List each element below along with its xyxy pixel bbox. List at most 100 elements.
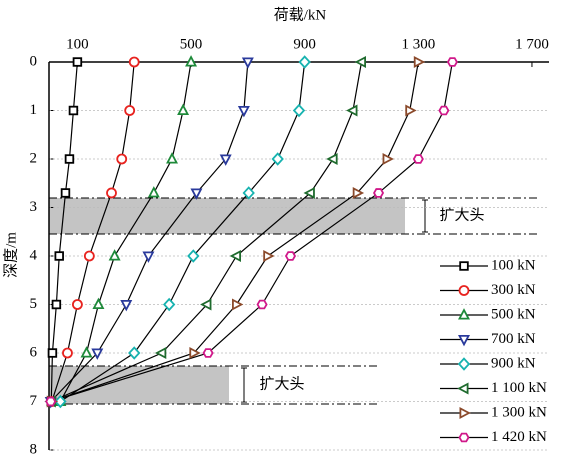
- legend-marker: [458, 308, 470, 320]
- y-axis-title: 深度/m: [2, 232, 19, 278]
- marker: [120, 299, 133, 312]
- marker: [72, 57, 83, 67]
- marker: [154, 347, 167, 359]
- marker: [446, 57, 458, 67]
- marker: [189, 347, 201, 359]
- marker: [412, 154, 424, 164]
- x-tick-label: 500: [180, 36, 203, 52]
- marker: [83, 250, 95, 262]
- y-tick-label: 1: [30, 102, 38, 118]
- marker: [92, 297, 105, 310]
- bracket: [422, 199, 428, 233]
- legend-label: 300 kN: [491, 282, 536, 298]
- marker: [354, 56, 367, 68]
- marker: [298, 55, 311, 69]
- marker: [128, 56, 140, 68]
- x-tick-label: 1 700: [515, 36, 549, 52]
- marker: [405, 104, 417, 117]
- y-tick-label: 6: [30, 344, 38, 360]
- y-tick-label: 0: [30, 53, 38, 69]
- legend-marker: [457, 357, 471, 371]
- series-line: [50, 61, 453, 403]
- marker: [62, 347, 73, 359]
- x-tick-label: 900: [293, 36, 316, 52]
- marker: [352, 186, 365, 199]
- legend-marker: [458, 285, 470, 296]
- legend-label: 1 100 kN: [491, 380, 547, 396]
- legend-label: 700 kN: [491, 331, 536, 347]
- legend-label: 500 kN: [491, 306, 536, 322]
- marker: [177, 103, 190, 115]
- legend-label: 100 kN: [491, 257, 536, 273]
- marker: [187, 249, 200, 263]
- marker: [373, 188, 385, 198]
- marker: [124, 105, 136, 116]
- marker: [382, 153, 394, 165]
- series-line: [60, 61, 306, 403]
- y-tick-label: 5: [30, 296, 38, 312]
- annotation: 扩大头: [439, 206, 484, 223]
- y-tick-label: 4: [30, 247, 38, 263]
- legend-marker: [459, 261, 469, 271]
- y-tick-label: 7: [30, 393, 38, 409]
- marker: [54, 394, 67, 409]
- marker: [91, 348, 104, 360]
- x-axis-title: 荷载/kN: [274, 6, 327, 23]
- enlarged-head-zone: [49, 198, 405, 234]
- marker: [219, 154, 232, 166]
- series-line: [51, 61, 135, 402]
- marker: [292, 103, 306, 118]
- x-tick-label: 100: [66, 36, 89, 52]
- marker: [413, 56, 426, 68]
- series-line: [51, 61, 363, 403]
- legend-label: 1 420 kN: [491, 429, 547, 445]
- y-tick-label: 2: [30, 150, 38, 166]
- marker: [80, 346, 93, 358]
- marker: [200, 298, 212, 311]
- legend-marker: [457, 382, 469, 395]
- marker: [45, 396, 57, 407]
- y-tick-label: 8: [30, 441, 38, 457]
- legend-marker: [459, 407, 471, 419]
- annotation: 扩大头: [259, 375, 304, 392]
- marker: [166, 152, 179, 164]
- marker: [142, 251, 155, 263]
- marker: [271, 152, 284, 166]
- marker: [237, 106, 250, 118]
- marker: [326, 153, 338, 165]
- legend-label: 900 kN: [491, 355, 536, 371]
- marker: [284, 251, 297, 261]
- marker: [438, 105, 450, 116]
- marker: [185, 55, 198, 67]
- marker: [60, 188, 71, 198]
- series-line: [50, 61, 249, 402]
- marker: [256, 299, 268, 310]
- marker: [162, 297, 176, 312]
- marker: [231, 298, 244, 311]
- legend-label: 1 300 kN: [491, 404, 547, 420]
- legend-marker: [458, 334, 470, 347]
- marker: [242, 186, 255, 200]
- marker: [64, 154, 75, 164]
- bracket: [241, 367, 247, 403]
- marker: [47, 348, 58, 358]
- marker: [346, 104, 358, 117]
- series-line: [50, 61, 79, 402]
- series-line: [51, 61, 419, 403]
- marker: [147, 186, 160, 198]
- marker: [108, 249, 121, 261]
- x-tick-label: 1 300: [401, 36, 435, 52]
- marker: [72, 299, 83, 310]
- marker: [202, 348, 214, 358]
- marker: [303, 186, 315, 199]
- marker: [106, 187, 117, 199]
- y-tick-label: 3: [30, 199, 38, 215]
- marker: [229, 250, 242, 262]
- marker: [241, 57, 254, 69]
- marker: [263, 250, 275, 262]
- legend-marker: [458, 432, 470, 443]
- marker: [190, 188, 203, 200]
- marker: [54, 251, 64, 261]
- marker: [68, 105, 79, 116]
